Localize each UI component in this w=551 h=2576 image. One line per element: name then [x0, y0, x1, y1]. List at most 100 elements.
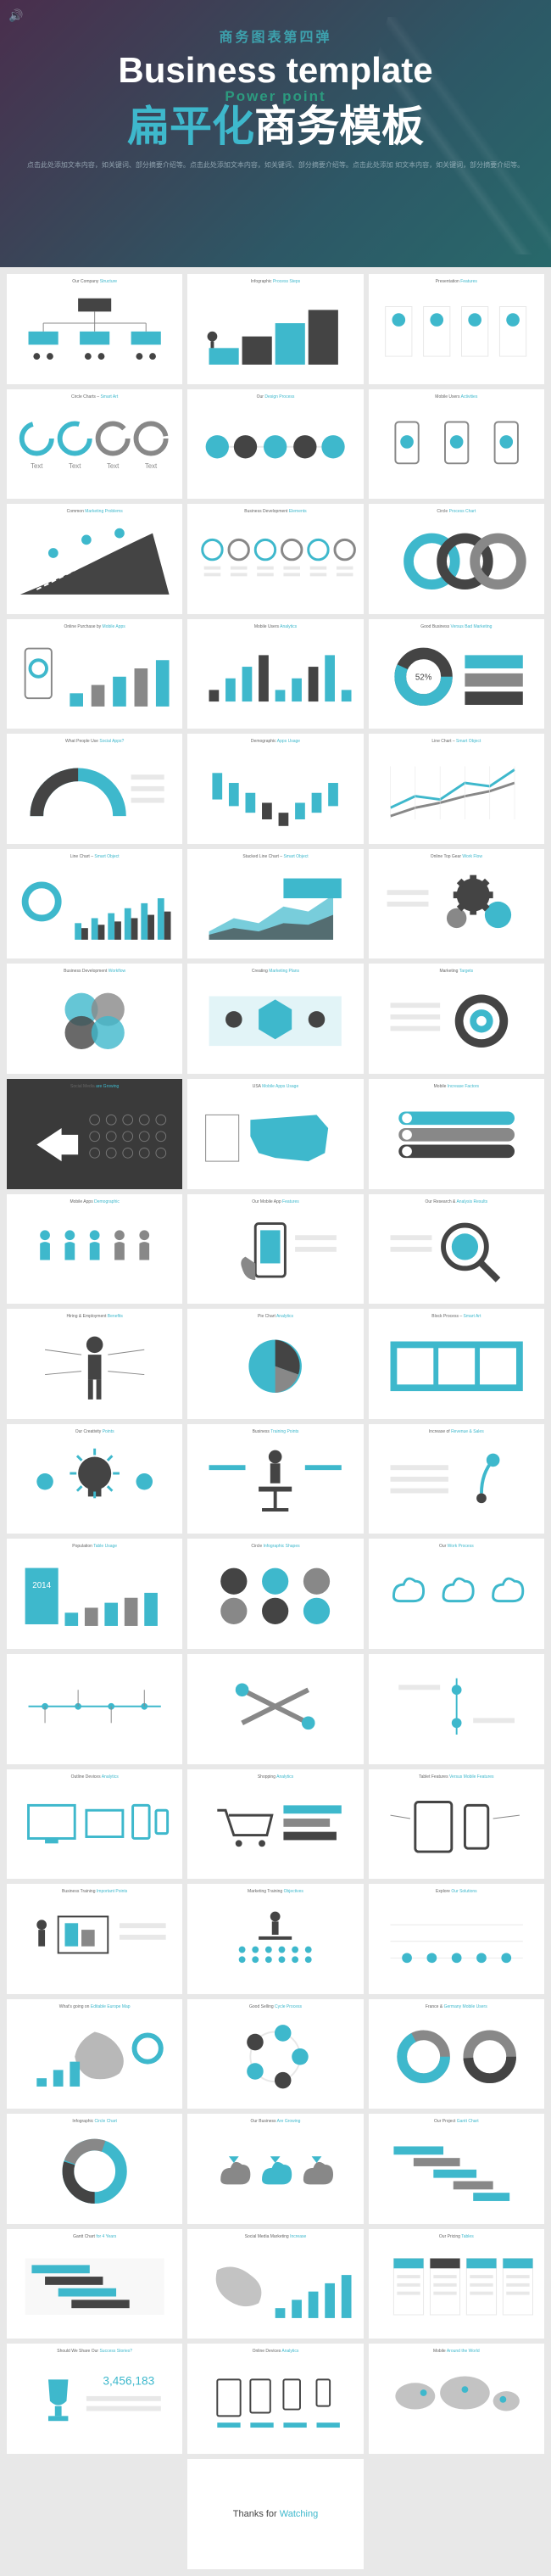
slide-title: Gantt Chart for 4 Years	[12, 2234, 177, 2239]
slide-thumbnail[interactable]: Explore Our Solutions	[369, 1884, 544, 1994]
slide-thumbnail[interactable]: Shopping Analytics	[187, 1769, 363, 1880]
thanks-slide[interactable]: Thanks for Watching	[187, 2459, 363, 2569]
slide-thumbnail[interactable]: Our Design Process	[187, 389, 363, 500]
slide-thumbnail[interactable]: Online Top Gear Work Flow	[369, 849, 544, 959]
slide-thumbnail[interactable]: Our Company Structure	[7, 274, 182, 384]
slide-title: Our Work Process	[374, 1544, 539, 1549]
slide-title: Our Company Structure	[12, 279, 177, 284]
slide-thumbnail[interactable]: Good Selling Cycle Process	[187, 1999, 363, 2109]
slide-thumbnail[interactable]: Business Development Elements	[187, 504, 363, 614]
slide-thumbnail[interactable]	[369, 1654, 544, 1764]
slide-thumbnail[interactable]: Business Development Workflow	[7, 964, 182, 1074]
slide-title: Online Devices Analytics	[192, 2349, 358, 2354]
slide-thumbnail[interactable]: Our Work Process	[369, 1539, 544, 1649]
slide-title: Mobile Users Analytics	[192, 624, 358, 629]
slide-title: Tablet Features Versus Mobile Features	[374, 1774, 539, 1780]
slide-thumbnail[interactable]: Business Training Points	[187, 1424, 363, 1534]
slide-title: Business Development Elements	[192, 509, 358, 514]
slide-title: Line Chart – Smart Object	[374, 739, 539, 744]
slide-thumbnail[interactable]: France & Germany Mobile Users	[369, 1999, 544, 2109]
slide-title: Line Chart – Smart Object	[12, 854, 177, 859]
slide-thumbnail[interactable]: Our Creativity Points	[7, 1424, 182, 1534]
slide-thumbnail[interactable]: Presentation Features	[369, 274, 544, 384]
slide-thumbnail[interactable]: Mobile Users Activities	[369, 389, 544, 500]
slide-thumbnail[interactable]: Line Chart – Smart Object	[7, 849, 182, 959]
slide-thumbnail[interactable]: Increase of Revenue & Sales	[369, 1424, 544, 1534]
slide-thumbnail[interactable]: USA Mobile Apps Usage	[187, 1079, 363, 1189]
slide-title: Business Development Workflow	[12, 969, 177, 974]
slide-thumbnail[interactable]: Our Business Are Growing	[187, 2114, 363, 2224]
hero-description: 点击此处添加文本内容，如关键词、部分摘要介绍等。点击此处添加文本内容，如关键词、…	[17, 160, 534, 171]
slide-title: Social Media Marketing Increase	[192, 2234, 358, 2239]
slide-thumbnail[interactable]: Mobile Around the World	[369, 2344, 544, 2454]
slide-thumbnail[interactable]: Demographic Apps Usage	[187, 734, 363, 844]
slide-title: Pie Chart Analytics	[192, 1314, 358, 1319]
slide-title: Block Process – Smart Art	[374, 1314, 539, 1319]
hero-banner: 🔊 商务图表第四弹 Business template Power point …	[0, 0, 551, 267]
slide-thumbnail[interactable]: Line Chart – Smart Object	[369, 734, 544, 844]
slide-thumbnail[interactable]: Common Marketing Problems	[7, 504, 182, 614]
slide-title: Our Pricing Tables	[374, 2234, 539, 2239]
slide-title: Marketing Targets	[374, 969, 539, 974]
slide-title: What People Use Social Apps?	[12, 739, 177, 744]
slide-title: Creating Marketing Plans	[192, 969, 358, 974]
slide-thumbnail[interactable]: Hiring & Employment Benefits	[7, 1309, 182, 1419]
slide-thumbnail[interactable]: Circle Infographic Shapes	[187, 1539, 363, 1649]
slide-thumbnail[interactable]: Our Research & Analysis Results	[369, 1194, 544, 1305]
slide-thumbnail[interactable]: Creating Marketing Plans	[187, 964, 363, 1074]
slide-thumbnail[interactable]: Infographic Process Steps	[187, 274, 363, 384]
svg-text:52%: 52%	[415, 673, 431, 682]
subtitle-cn: 商务图表第四弹	[17, 25, 534, 46]
slide-thumbnail[interactable]: What People Use Social Apps?	[7, 734, 182, 844]
slide-title: Mobile Around the World	[374, 2349, 539, 2354]
slide-title: Presentation Features	[374, 279, 539, 284]
slide-thumbnail[interactable]: Population Table Usage2014	[7, 1539, 182, 1649]
slide-thumbnail[interactable]: Social Media Marketing Increase	[187, 2229, 363, 2339]
slide-thumbnail[interactable]: Mobile Apps Demographic	[7, 1194, 182, 1305]
slide-thumbnail[interactable]: Tablet Features Versus Mobile Features	[369, 1769, 544, 1880]
slide-thumbnail[interactable]: Our Pricing Tables	[369, 2229, 544, 2339]
slide-title: Online Top Gear Work Flow	[374, 854, 539, 859]
slide-thumbnail[interactable]: Stacked Line Chart – Smart Object	[187, 849, 363, 959]
slide-thumbnail[interactable]: Online Purchase by Mobile Apps	[7, 619, 182, 729]
thanks-text: Thanks for Watching	[233, 2509, 318, 2519]
slide-title: Our Business Are Growing	[192, 2119, 358, 2124]
slide-thumbnail[interactable]: Good Business Versus Bad Marketing52%	[369, 619, 544, 729]
slide-thumbnail[interactable]: Our Mobile App Features	[187, 1194, 363, 1305]
slide-thumbnail[interactable]: Mobile Increase Factors	[369, 1079, 544, 1189]
slide-thumbnail[interactable]: What's going on Editable Europe Map	[7, 1999, 182, 2109]
slide-thumbnail[interactable]	[187, 1654, 363, 1764]
slide-title: Circle Infographic Shapes	[192, 1544, 358, 1549]
slide-thumbnail[interactable]: Our Project Gantt Chart	[369, 2114, 544, 2224]
svg-text:3,456,183: 3,456,183	[103, 2375, 154, 2388]
slide-thumbnail[interactable]: Business Training Important Points	[7, 1884, 182, 1994]
slide-thumbnail[interactable]: Circle Charts – Smart ArtTextTextTextTex…	[7, 389, 182, 500]
svg-text:Text: Text	[31, 462, 43, 470]
slide-thumbnail[interactable]: Social Media are Growing	[7, 1079, 182, 1189]
slide-title: Mobile Increase Factors	[374, 1084, 539, 1089]
slide-title: Business Training Points	[192, 1429, 358, 1434]
slide-title: Common Marketing Problems	[12, 509, 177, 514]
slide-title: Should We Share Our Success Stories?	[12, 2349, 177, 2354]
slide-title: Our Mobile App Features	[192, 1199, 358, 1204]
slide-thumbnail[interactable]: Online Devices Analytics	[187, 2344, 363, 2454]
slide-thumbnail[interactable]: Gantt Chart for 4 Years	[7, 2229, 182, 2339]
slide-thumbnail[interactable]: Marketing Training Objectives	[187, 1884, 363, 1994]
slide-thumbnail[interactable]: Infographic Circle Chart	[7, 2114, 182, 2224]
slide-thumbnail[interactable]: Pie Chart Analytics	[187, 1309, 363, 1419]
slide-thumbnail[interactable]: Marketing Targets	[369, 964, 544, 1074]
slide-title: USA Mobile Apps Usage	[192, 1084, 358, 1089]
slide-title: Shopping Analytics	[192, 1774, 358, 1780]
slide-thumbnail[interactable]: Mobile Users Analytics	[187, 619, 363, 729]
slides-grid: Our Company Structure Infographic Process…	[0, 267, 551, 2576]
slide-title: Hiring & Employment Benefits	[12, 1314, 177, 1319]
main-title-cn: 扁平化商务模板	[17, 105, 534, 148]
slide-thumbnail[interactable]: Block Process – Smart Art	[369, 1309, 544, 1419]
svg-text:Text: Text	[107, 462, 120, 470]
slide-title: Outline Devices Analytics	[12, 1774, 177, 1780]
slide-title: Mobile Apps Demographic	[12, 1199, 177, 1204]
slide-thumbnail[interactable]: Outline Devices Analytics	[7, 1769, 182, 1880]
slide-thumbnail[interactable]: Should We Share Our Success Stories? 3,45…	[7, 2344, 182, 2454]
slide-thumbnail[interactable]	[7, 1654, 182, 1764]
slide-thumbnail[interactable]: Circle Process Chart	[369, 504, 544, 614]
